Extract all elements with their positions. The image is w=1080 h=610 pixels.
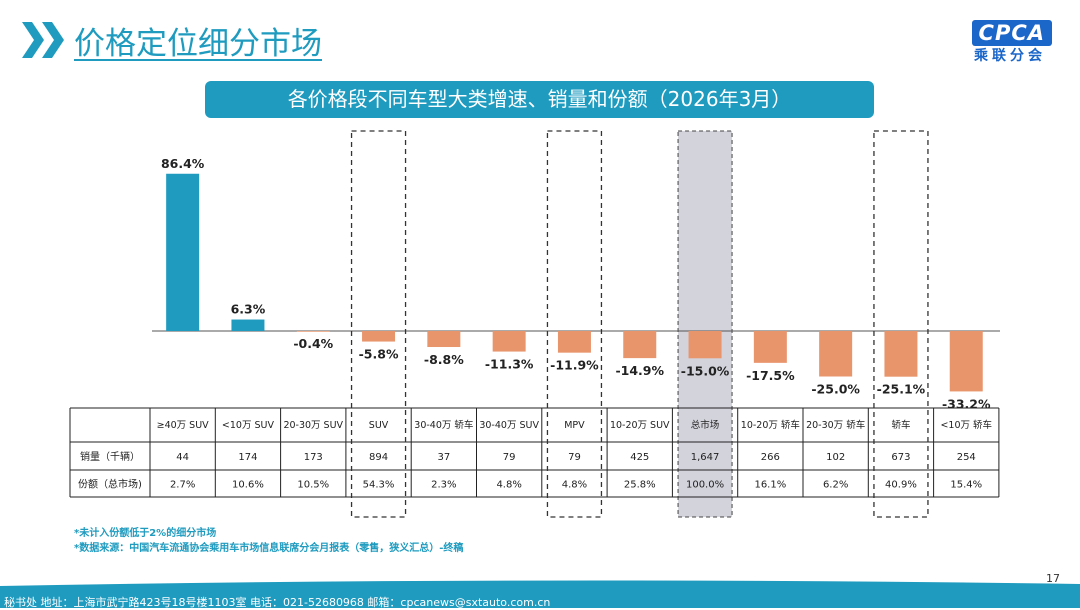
bar-value-label: -11.9% [550, 358, 599, 373]
row-label: 份额（总市场) [78, 478, 142, 491]
table-cell: 2.3% [431, 480, 456, 491]
bar [492, 331, 526, 352]
logo-brand: CPCA [971, 20, 1052, 46]
bar [949, 331, 983, 392]
table-cell: 1,647 [691, 452, 720, 463]
table-cell: 37 [437, 452, 450, 463]
table-cell: 266 [761, 452, 780, 463]
table-cell: 79 [568, 452, 581, 463]
category-label: 30-40万 轿车 [414, 419, 473, 431]
table-cell: 16.1% [754, 480, 786, 491]
notes: *未计入份额低于2%的细分市场 *数据来源：中国汽车流通协会乘用车市场信息联席分… [74, 526, 463, 556]
highlight-column [677, 130, 733, 518]
bar-value-label: -25.0% [811, 382, 860, 397]
table-cell: 4.8% [496, 480, 521, 491]
category-label: 30-40万 SUV [479, 420, 539, 431]
bar-value-label: 86.4% [161, 156, 205, 171]
category-label: 10-20万 SUV [610, 420, 670, 431]
bar-value-label: -17.5% [746, 368, 795, 383]
highlight-box [546, 130, 603, 518]
table-cell: 15.4% [950, 480, 982, 491]
table-cell: 673 [891, 452, 910, 463]
bar [557, 331, 591, 353]
page-number: 17 [1046, 572, 1060, 585]
bar-value-label: -14.9% [615, 363, 664, 378]
bar [166, 173, 200, 331]
bar [753, 331, 787, 363]
cpca-logo: CPCA 乘联分会 [912, 20, 1052, 66]
table-cell: 10.6% [232, 480, 264, 491]
table-cell: 40.9% [885, 480, 917, 491]
footer-swoosh [0, 580, 1080, 608]
bar [884, 331, 918, 377]
double-chevron-icon [22, 22, 64, 58]
highlight-box [350, 130, 407, 518]
table-cell: 79 [503, 452, 516, 463]
bar-value-label: -8.8% [424, 352, 464, 367]
table-cell: 174 [238, 452, 257, 463]
table-cell: 102 [826, 452, 845, 463]
category-label: ≥40万 SUV [157, 420, 210, 431]
table-cell: 6.2% [823, 480, 848, 491]
table-cell: 894 [369, 452, 388, 463]
note-2: *数据来源：中国汽车流通协会乘用车市场信息联席分会月报表（零售，狭义汇总）-终稿 [74, 543, 464, 554]
category-label: <10万 轿车 [940, 419, 992, 431]
category-label: MPV [564, 420, 585, 431]
bar-value-label: -33.2% [942, 396, 991, 411]
table-cell: 25.8% [624, 480, 656, 491]
table-cell: 173 [304, 452, 323, 463]
bar-value-label: -5.8% [359, 347, 399, 362]
bar-value-label: -11.3% [485, 357, 534, 372]
category-label: 20-30万 SUV [283, 420, 343, 431]
bar-value-label: -15.0% [681, 363, 730, 378]
bar [819, 331, 853, 377]
table-cell: 100.0% [686, 480, 724, 491]
category-label: 20-30万 轿车 [806, 419, 865, 431]
bar-value-label: -0.4% [293, 336, 333, 351]
bar [427, 331, 461, 348]
highlight-box [873, 130, 929, 518]
footer-contact: 秘书处 地址：上海市武宁路423号18号楼1103室 电话：021-526809… [4, 596, 551, 609]
page-title: 价格定位细分市场 [74, 26, 322, 62]
row-label: 销量（千辆） [80, 450, 140, 463]
category-label: SUV [369, 420, 389, 431]
bar [362, 331, 396, 342]
table-cell: 425 [630, 452, 649, 463]
table-cell: 44 [176, 452, 189, 463]
note-1: *未计入份额低于2%的细分市场 [74, 528, 217, 539]
bar [296, 331, 330, 332]
category-label: 总市场 [691, 419, 720, 431]
bar [231, 319, 265, 331]
bar-value-label: -25.1% [877, 382, 926, 397]
table-cell: 10.5% [297, 480, 329, 491]
table-cell: 54.3% [363, 480, 395, 491]
bar [623, 331, 657, 359]
bar [688, 331, 722, 359]
category-label: 10-20万 轿车 [741, 419, 800, 431]
category-label: 轿车 [891, 419, 910, 431]
category-label: <10万 SUV [222, 420, 275, 431]
logo-cn: 乘联分会 [974, 48, 1046, 64]
table-cell: 4.8% [562, 480, 587, 491]
table-cell: 2.7% [170, 480, 195, 491]
table-cell: 254 [957, 452, 976, 463]
bar-value-label: 6.3% [231, 302, 266, 317]
chart-title: 各价格段不同车型大类增速、销量和份额（2026年3月） [205, 81, 874, 118]
